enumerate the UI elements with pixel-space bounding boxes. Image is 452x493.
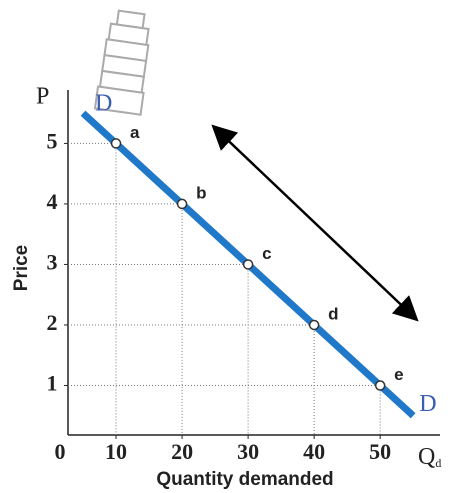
x-tick-label: 40	[303, 439, 325, 464]
point	[310, 320, 319, 329]
point-label: c	[262, 244, 271, 263]
x-tick-label: 20	[171, 439, 193, 464]
y-tick-label: 3	[47, 249, 58, 274]
y-tick-label: 2	[47, 310, 58, 335]
point-label: e	[394, 365, 403, 384]
curve-label: D	[95, 91, 112, 117]
point	[244, 260, 253, 269]
chart: P Qd 0 Quantity demanded Price 10 20 30 40 5…	[0, 0, 452, 493]
x-tick-label: 10	[105, 439, 127, 464]
point	[178, 199, 187, 208]
point	[376, 381, 385, 390]
y-tick-label: 4	[47, 189, 58, 214]
point-label: a	[130, 123, 140, 142]
y-tick-label: 5	[47, 128, 58, 153]
curve-label: D	[419, 391, 436, 417]
x-axis-symbol-main: Q	[418, 444, 435, 470]
x-tick-label: 30	[237, 439, 259, 464]
y-axis-title: Price	[11, 245, 32, 291]
x-tick-label: 50	[369, 439, 391, 464]
y-tick-label: 1	[47, 371, 58, 396]
point-label: b	[196, 183, 206, 202]
x-axis-symbol: Qd	[418, 444, 441, 470]
origin-label: 0	[55, 439, 66, 464]
point	[112, 139, 121, 148]
double-arrow	[215, 128, 415, 318]
x-axis-subscript: d	[435, 456, 441, 470]
x-axis-title: Quantity demanded	[156, 469, 333, 490]
point-label: d	[328, 304, 338, 323]
y-axis-symbol: P	[36, 84, 49, 110]
